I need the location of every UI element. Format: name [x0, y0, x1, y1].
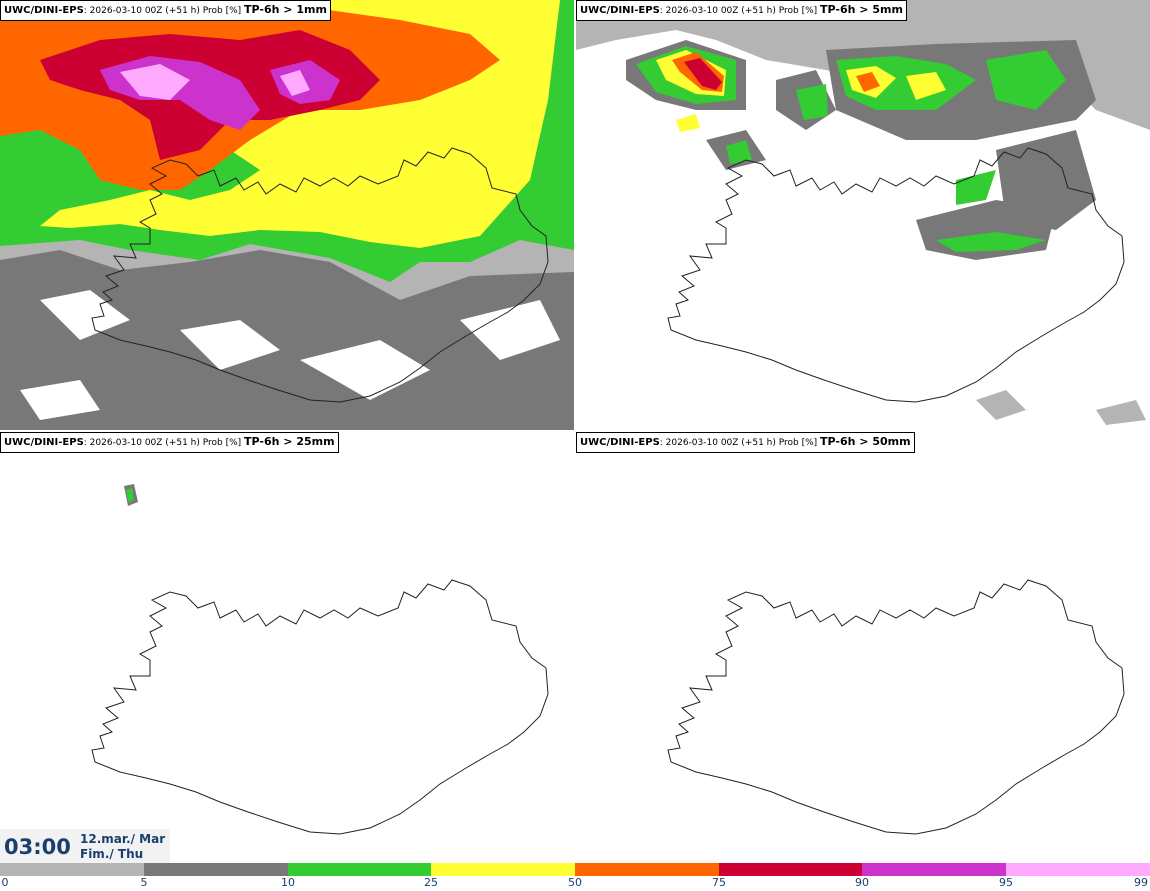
colorbar-tick: 75	[712, 876, 726, 889]
valid-weekday: Fim./ Thu	[80, 847, 144, 861]
threshold-label: TP-6h > 50mm	[820, 435, 911, 448]
colorbar-tick: 0	[1, 876, 9, 889]
threshold-label: TP-6h > 25mm	[244, 435, 335, 448]
valid-time-box: 03:00 12.mar./ Mar Fim./ Thu	[0, 829, 170, 863]
probability-map-50mm	[576, 432, 1150, 862]
threshold-label: TP-6h > 1mm	[244, 3, 327, 16]
panel-title-1mm: UWC/DINI-EPS: 2026-03-10 00Z (+51 h) Pro…	[0, 0, 331, 21]
colorbar-tick: 95	[999, 876, 1013, 889]
probability-map-25mm	[0, 432, 574, 862]
run-info: : 2026-03-10 00Z (+51 h) Prob [%]	[659, 6, 821, 16]
map-panel-1mm: UWC/DINI-EPS: 2026-03-10 00Z (+51 h) Pro…	[0, 0, 574, 430]
colorbar-ticks: 0 5 10 25 50 75 90 95 99	[0, 876, 1150, 891]
model-name: UWC/DINI-EPS	[580, 5, 660, 16]
probability-map-1mm	[0, 0, 574, 430]
run-info: : 2026-03-10 00Z (+51 h) Prob [%]	[83, 6, 245, 16]
panel-title-5mm: UWC/DINI-EPS: 2026-03-10 00Z (+51 h) Pro…	[576, 0, 907, 21]
map-panel-50mm: UWC/DINI-EPS: 2026-03-10 00Z (+51 h) Pro…	[576, 432, 1150, 862]
model-name: UWC/DINI-EPS	[580, 437, 660, 448]
panel-title-50mm: UWC/DINI-EPS: 2026-03-10 00Z (+51 h) Pro…	[576, 432, 915, 453]
colorbar-segment	[144, 863, 288, 876]
colorbar-segment	[288, 863, 431, 876]
colorbar-tick: 90	[855, 876, 869, 889]
colorbar	[0, 863, 1150, 876]
model-name: UWC/DINI-EPS	[4, 437, 84, 448]
colorbar-segment	[719, 863, 862, 876]
colorbar-segment	[0, 863, 144, 876]
run-info: : 2026-03-10 00Z (+51 h) Prob [%]	[659, 438, 821, 448]
colorbar-segment	[575, 863, 719, 876]
valid-date: 12.mar./ Mar	[80, 832, 166, 846]
colorbar-tick: 25	[424, 876, 438, 889]
probability-map-5mm	[576, 0, 1150, 430]
panel-title-25mm: UWC/DINI-EPS: 2026-03-10 00Z (+51 h) Pro…	[0, 432, 339, 453]
colorbar-tick: 50	[568, 876, 582, 889]
colorbar-tick: 5	[140, 876, 148, 889]
map-panel-25mm: UWC/DINI-EPS: 2026-03-10 00Z (+51 h) Pro…	[0, 432, 574, 862]
map-panel-5mm: UWC/DINI-EPS: 2026-03-10 00Z (+51 h) Pro…	[576, 0, 1150, 430]
model-name: UWC/DINI-EPS	[4, 5, 84, 16]
colorbar-segment	[862, 863, 1006, 876]
colorbar-segment	[431, 863, 575, 876]
colorbar-tick: 99	[1134, 876, 1148, 889]
run-info: : 2026-03-10 00Z (+51 h) Prob [%]	[83, 438, 245, 448]
threshold-label: TP-6h > 5mm	[820, 3, 903, 16]
colorbar-tick: 10	[281, 876, 295, 889]
valid-time: 03:00	[4, 835, 71, 859]
colorbar-segment	[1006, 863, 1150, 876]
